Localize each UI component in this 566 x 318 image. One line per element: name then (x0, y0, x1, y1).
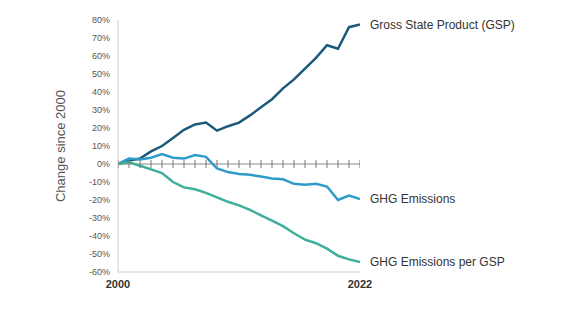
svg-text:GHG Emissions: GHG Emissions (370, 192, 455, 206)
svg-text:70%: 70% (92, 33, 110, 43)
svg-text:10%: 10% (92, 141, 110, 151)
svg-text:0%: 0% (97, 159, 110, 169)
svg-text:-40%: -40% (89, 231, 110, 241)
svg-text:-30%: -30% (89, 213, 110, 223)
svg-text:60%: 60% (92, 51, 110, 61)
svg-text:Gross State Product (GSP): Gross State Product (GSP) (370, 18, 515, 32)
svg-text:-50%: -50% (89, 249, 110, 259)
svg-text:50%: 50% (92, 69, 110, 79)
svg-text:20%: 20% (92, 123, 110, 133)
svg-text:-60%: -60% (89, 267, 110, 277)
svg-text:40%: 40% (92, 87, 110, 97)
svg-text:Change since 2000: Change since 2000 (53, 90, 68, 202)
svg-text:30%: 30% (92, 105, 110, 115)
svg-text:2000: 2000 (106, 278, 130, 290)
svg-text:2022: 2022 (348, 278, 372, 290)
svg-text:-20%: -20% (89, 195, 110, 205)
svg-text:80%: 80% (92, 15, 110, 25)
svg-text:-10%: -10% (89, 177, 110, 187)
svg-text:GHG Emissions per GSP: GHG Emissions per GSP (370, 255, 505, 269)
